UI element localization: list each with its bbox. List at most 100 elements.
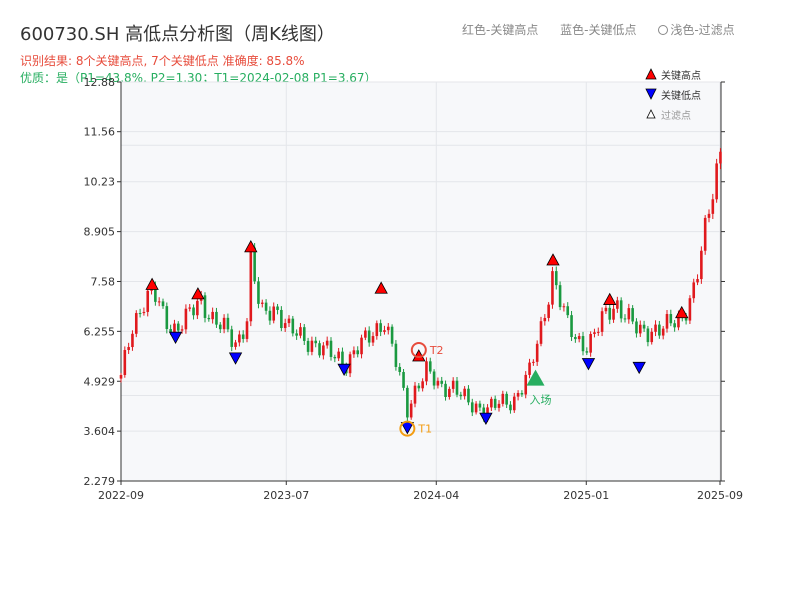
y-tick-label: 10.23 [84,176,116,189]
y-tick-label: 2.279 [84,475,116,488]
entry-marker [526,369,545,386]
y-tick-label: 11.56 [84,126,116,139]
candle-body [173,323,176,332]
x-tick-label: 2022-09 [98,489,144,502]
candle-body [188,307,192,309]
candle-body [329,340,333,357]
candle-body [310,340,314,352]
legend-filtered-label: 过滤点 [661,110,691,122]
candle-body [138,313,142,315]
candle-body [715,163,718,200]
candle-body [593,332,596,334]
key-low-marker [168,331,183,345]
candle-body [180,329,184,331]
candle-body [665,314,669,329]
candle-body [360,337,363,355]
key-high-marker [244,240,258,253]
candle-body [635,321,638,334]
candle-body [161,301,165,307]
key-low-marker [228,352,243,365]
candle-body [406,387,409,418]
candle-body [505,393,508,405]
legend-red-text: 红色-关键高点 [462,23,539,37]
candle-body [463,388,466,397]
legend-blue-text: 蓝色-关键低点 [560,23,637,37]
candle-body [291,318,295,334]
candle-body [398,366,402,372]
candle-body [719,151,722,164]
candle-body [230,329,234,347]
candle-body [348,354,352,374]
candle-body [131,333,134,348]
key-high-marker [546,253,560,266]
key-high-marker [374,281,388,294]
candle-body [459,394,463,397]
color-legend: 红色-关键高点 蓝色-关键低点 浅色-过滤点 [462,21,753,38]
candle-body [123,350,127,376]
candle-body [623,318,627,320]
candle-body [474,403,478,413]
key-low-marker [337,363,351,377]
result-line: 识别结果: 8个关键高点, 7个关键低点 准确度: 85.8% [20,54,305,68]
candle-body [684,317,688,321]
candle-body [444,383,447,397]
candle-body [497,403,501,408]
candle-body [367,330,371,343]
key-low-marker [581,358,596,371]
candle-body [238,334,241,343]
candle-body [566,306,570,316]
key-low-marker [632,361,646,375]
candle-body [585,351,589,353]
candle-body [554,271,558,286]
candle-body [280,309,283,329]
candle-body [711,199,715,214]
candle-body [276,306,279,310]
candle-body [451,380,455,389]
candle-body [192,307,195,316]
candle-body [386,326,390,331]
candle-body [448,388,451,397]
candle-body [646,328,650,343]
y-tick-label: 12.88 [84,76,116,89]
y-tick-label: 3.604 [84,425,116,438]
candle-body [234,342,237,347]
candle-body [516,392,520,397]
candle-body [253,247,256,282]
candle-body [157,301,161,303]
red-triangle-up-icon [645,68,657,80]
candle-body [333,356,337,359]
candle-body [302,327,306,341]
candle-body [616,300,619,309]
candle-body [528,362,531,375]
candle-body [612,308,615,320]
legend-low-label: 关键低点 [661,90,701,102]
candle-body [543,317,547,322]
candle-body [218,324,222,330]
candle-body [596,331,600,333]
candle-body [638,324,642,334]
candle-body [604,307,608,312]
candle-body [428,361,432,372]
candle-body [402,371,405,388]
candle-body [455,380,459,395]
candle-body [658,324,661,336]
t1-label: T1 [417,423,432,436]
y-tick-label: 7.58 [91,275,116,288]
candle-body [600,311,604,332]
candle-body [688,298,692,321]
candle-body [570,315,573,338]
candle-body [627,308,631,320]
candle-body [215,311,218,325]
x-tick-label: 2023-07 [263,489,309,502]
candle-body [337,351,340,359]
candle-body [371,336,375,343]
candle-body [226,317,230,330]
t1-ring [399,420,416,437]
candle-body [322,345,325,356]
x-tick-label: 2025-09 [697,489,743,502]
candle-body [249,247,253,322]
candle-body [176,323,180,331]
candle-body [654,324,657,332]
entry-label: 入场 [530,393,552,407]
candle-body [245,321,249,339]
